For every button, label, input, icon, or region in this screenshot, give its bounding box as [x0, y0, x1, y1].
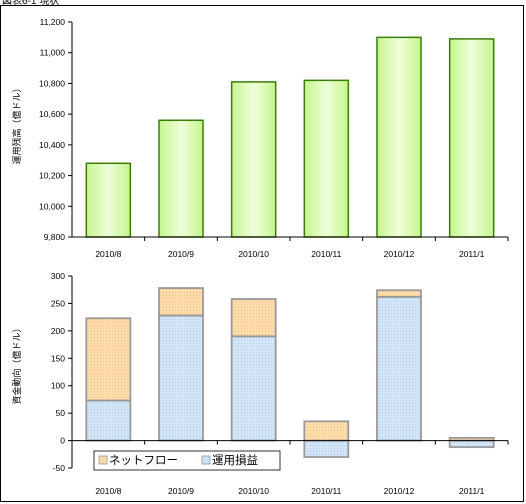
legend-swatch-netflow [98, 455, 108, 465]
bottom-y-tick-label: 250 [51, 298, 65, 308]
bottom-bar-netflow [230, 298, 277, 338]
bottom-x-tick-label: 2010/10 [238, 486, 269, 496]
page-title: 図表6-1 現状 [2, 0, 60, 7]
top-y-tick-label: 10,800 [39, 78, 65, 88]
bottom-bar-netflow [158, 287, 204, 317]
top-bar [448, 38, 495, 238]
bottom-y-tick-label: 50 [56, 408, 66, 418]
top-bars [85, 36, 495, 238]
top-x-tick-label: 2010/8 [95, 249, 121, 259]
top-bar [85, 162, 132, 238]
legend-label-netflow: ネットフロー [109, 454, 178, 467]
top-chart: 運用残高（億ドル） 9,800 10,000 10,200 10,400 10,600 1… [11, 17, 509, 259]
bottom-x-tick-label: 2010/8 [95, 486, 121, 496]
top-y-tick-label: 11,200 [40, 17, 66, 27]
bottom-bar-return [85, 399, 132, 442]
legend-swatch-return [201, 455, 211, 465]
bottom-bars [85, 287, 495, 458]
legend-box [93, 450, 281, 471]
bottom-x-labels: 2010/8 2010/9 2010/10 2010/11 2010/12 2011/1 [95, 440, 509, 496]
top-bar [230, 81, 277, 238]
top-y-tick-label: 10,600 [39, 109, 65, 119]
bottom-y-axis-label: 資金動向（億ドル） [11, 323, 22, 404]
legend: ネットフロー 運用損益 [93, 450, 281, 471]
bottom-bar-return [158, 314, 204, 442]
bottom-bar-netflow [85, 317, 132, 402]
bottom-bar-netflow [376, 289, 422, 298]
bottom-x-tick-label: 2011/1 [459, 486, 485, 496]
bottom-y-tick-label: 200 [51, 326, 65, 336]
bottom-y-tick-label: 150 [51, 353, 65, 363]
bottom-bar-return [376, 295, 422, 442]
bottom-y-tick-label: 300 [51, 271, 65, 281]
top-bar [376, 36, 422, 238]
bottom-x-tick-label: 2010/9 [168, 486, 194, 496]
top-x-tick-label: 2010/10 [238, 249, 269, 259]
bottom-bar-return [230, 335, 277, 442]
top-bar [303, 79, 350, 238]
top-x-tick-label: 2010/9 [168, 249, 194, 259]
top-bar [158, 119, 204, 238]
bottom-x-tick-label: 2010/11 [311, 486, 341, 496]
top-x-tick-label: 2011/1 [459, 249, 485, 259]
top-y-tick-label: 10,400 [39, 140, 65, 150]
top-y-tick-label: 10,200 [39, 171, 65, 181]
top-x-tick-label: 2010/11 [311, 249, 341, 259]
bottom-x-tick-label: 2010/12 [384, 486, 415, 496]
top-y-tick-label: 11,000 [40, 48, 66, 58]
bottom-bar-return [303, 439, 350, 458]
top-y-tick-label: 9,800 [44, 232, 66, 242]
top-x-labels: 2010/8 2010/9 2010/10 2010/11 2010/12 2011/1 [95, 237, 509, 259]
top-y-ticks: 9,800 10,000 10,200 10,400 10,600 10,800 11,00… [39, 17, 72, 242]
bottom-y-tick-label: 0 [60, 436, 65, 446]
bottom-bar-return [448, 439, 495, 449]
bottom-y-ticks: -50 0 50 100 150 200 250 300 [51, 271, 72, 473]
legend-label-return: 運用損益 [212, 453, 258, 467]
bottom-y-tick-label: -50 [53, 463, 66, 473]
top-y-axis-label: 運用残高（億ドル） [11, 83, 22, 164]
bottom-y-tick-label: 100 [51, 381, 65, 391]
top-x-tick-label: 2010/12 [384, 249, 415, 259]
top-y-tick-label: 10,000 [39, 201, 65, 211]
bottom-bar-netflow [303, 420, 350, 442]
chart-frame [0, 5, 524, 502]
